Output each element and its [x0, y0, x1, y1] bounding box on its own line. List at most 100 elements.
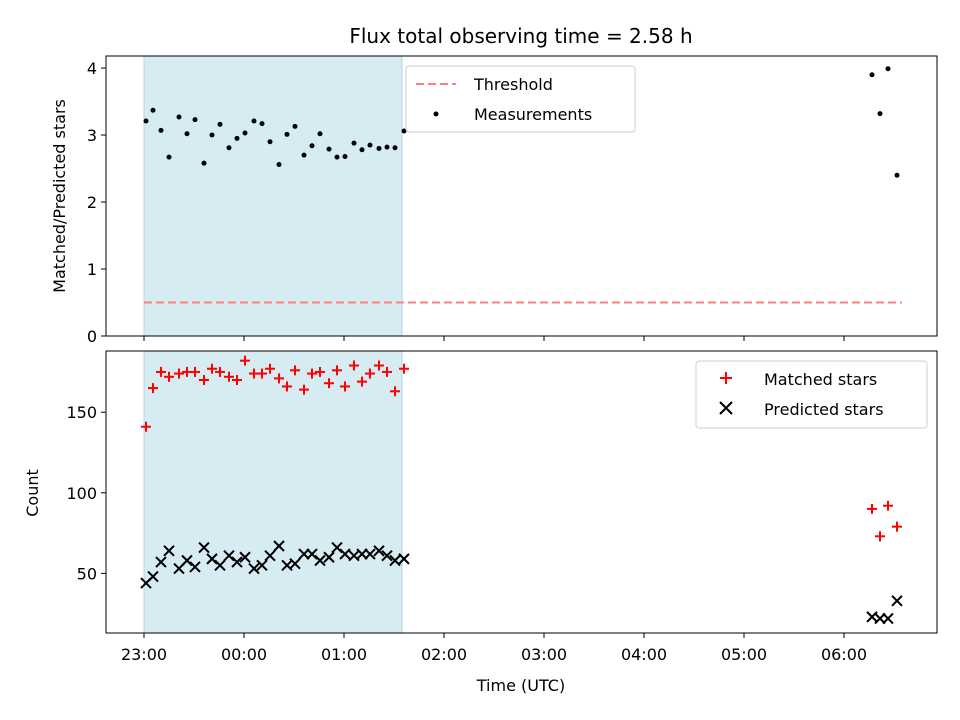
predicted-mark-b: [214, 559, 226, 572]
predicted-star-point: [223, 549, 235, 562]
matched-star-point: [190, 366, 200, 377]
predicted-star-point: [189, 561, 201, 573]
measurement-point: [234, 135, 240, 141]
measurement-point: [259, 121, 265, 127]
matched-star-point: [374, 360, 384, 371]
predicted-mark-b: [373, 545, 385, 557]
predicted-mark-b: [231, 556, 243, 568]
predicted-star-point: [273, 540, 285, 552]
measurement-point: [284, 131, 290, 137]
matched-star-point: [299, 384, 309, 395]
top-ytick-label: 3: [87, 126, 97, 145]
matched-star-point: [324, 378, 334, 389]
predicted-star-point: [155, 556, 167, 568]
top-legend-box: [405, 65, 636, 133]
predicted-mark-b: [339, 548, 351, 560]
predicted-star-point: [163, 545, 175, 557]
measurement-point: [367, 142, 373, 148]
predicted-mark-b: [239, 551, 251, 563]
measurement-points: [143, 66, 900, 178]
predicted-mark-b: [348, 549, 360, 562]
predicted-mark-b: [181, 554, 193, 567]
matched-stars-points: [141, 355, 902, 542]
matched-star-point: [274, 373, 284, 384]
predicted-star-point: [231, 556, 243, 568]
predicted-mark-b: [147, 570, 159, 583]
top-panel-title: Flux total observing time = 2.58 h: [349, 24, 692, 48]
matched-star-point: [332, 365, 342, 376]
bottom-ytick-label: 50: [77, 564, 97, 583]
top-panel-frame: [105, 55, 938, 337]
predicted-star-point: [381, 549, 393, 562]
matched-star-point: [265, 363, 275, 374]
matched-star-point: [156, 366, 166, 377]
predicted-mark-b: [155, 556, 167, 568]
matched-star-point: [399, 363, 409, 374]
bottom-legend: Matched stars Predicted stars: [695, 360, 928, 429]
predicted-mark-b: [289, 558, 301, 570]
bottom-legend-box: [695, 360, 928, 429]
matched-star-point: [349, 360, 359, 371]
predicted-star-point: [373, 545, 385, 557]
predicted-star-point: [882, 612, 894, 625]
bottom-y-ticks: 50 100 150: [66, 403, 106, 583]
predicted-mark-b: [381, 549, 393, 562]
measurement-point: [242, 130, 248, 136]
predicted-star-point: [314, 554, 326, 567]
predicted-star-point: [256, 559, 268, 572]
bottom-ytick-label: 150: [66, 403, 97, 422]
matched-star-point: [315, 366, 325, 377]
matched-star-point: [390, 386, 400, 397]
bottom-xtick-label: 02:00: [421, 645, 467, 664]
matched-legend-label: Matched stars: [764, 370, 877, 389]
matched-star-point: [232, 375, 242, 386]
matched-star-point: [257, 368, 267, 379]
matched-star-point: [207, 363, 217, 374]
predicted-mark-b: [398, 553, 410, 565]
predicted-star-point: [339, 548, 351, 560]
bottom-xtick-label: 23:00: [121, 645, 167, 664]
measurement-point: [217, 121, 223, 127]
predicted-star-point: [306, 548, 318, 560]
measurement-point: [267, 139, 273, 145]
top-ytick-label: 1: [87, 260, 97, 279]
observing-window-shade: [143, 350, 403, 634]
predicted-mark-b: [189, 561, 201, 573]
predicted-star-point: [389, 554, 401, 567]
predicted-star-point: [198, 541, 210, 554]
bottom-shaded-region: [143, 350, 403, 634]
measurement-point: [150, 107, 156, 113]
predicted-mark-b: [163, 545, 175, 557]
matched-star-point: [867, 503, 877, 514]
measurement-point: [192, 117, 198, 123]
top-y-ticks: 0 1 2 3 4: [87, 59, 106, 346]
bottom-panel: Count Time (UTC) 50 100 150 23:00 00:00 01:0…: [23, 350, 938, 695]
matched-star-point: [382, 366, 392, 377]
top-panel: Flux total observing time = 2.58 h Match…: [50, 24, 938, 346]
matched-star-point: [282, 381, 292, 392]
predicted-star-point: [891, 595, 903, 607]
bottom-ytick-label: 100: [66, 484, 97, 503]
measurement-point: [166, 154, 172, 160]
predicted-star-point: [206, 553, 218, 565]
matched-star-point: [307, 368, 317, 379]
bottom-panel-ylabel: Count: [23, 469, 42, 517]
matched-star-point: [199, 375, 209, 386]
measurement-point: [359, 147, 365, 153]
predicted-mark-b: [323, 551, 335, 563]
measurement-point: [292, 123, 298, 129]
predicted-star-point: [364, 548, 376, 560]
measurement-point: [209, 132, 215, 138]
measurement-point: [201, 160, 207, 166]
matched-star-point: [164, 371, 174, 382]
matched-star-point: [148, 383, 158, 394]
bottom-xtick-label: 01:00: [321, 645, 367, 664]
matched-legend-swatch: [720, 372, 732, 384]
predicted-mark-b: [206, 553, 218, 565]
predicted-star-point: [264, 549, 276, 562]
predicted-star-point: [398, 553, 410, 565]
matched-star-point: [340, 381, 350, 392]
measurement-point: [326, 146, 332, 152]
bottom-xtick-label: 03:00: [521, 645, 567, 664]
